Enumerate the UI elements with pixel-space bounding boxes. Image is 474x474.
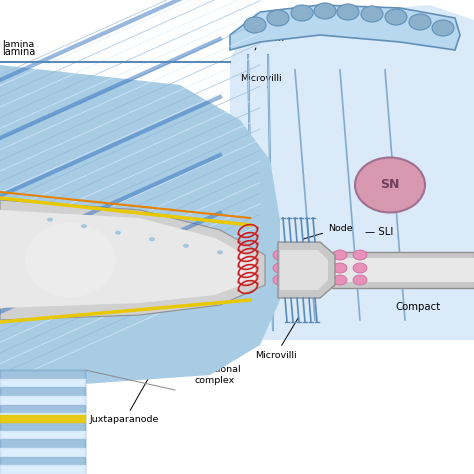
Text: Adaxonal
membrane: Adaxonal membrane (120, 190, 207, 219)
Text: Cajal band: Cajal band (12, 102, 63, 119)
Text: Juxtaparanode: Juxtaparanode (90, 308, 189, 425)
Polygon shape (230, 5, 460, 50)
Ellipse shape (267, 10, 289, 26)
Ellipse shape (333, 275, 347, 285)
Text: Microvilli: Microvilli (255, 318, 299, 359)
Ellipse shape (353, 250, 367, 260)
Ellipse shape (313, 263, 327, 273)
Ellipse shape (313, 275, 327, 285)
Text: Microvilli: Microvilli (240, 73, 282, 88)
Ellipse shape (293, 263, 307, 273)
Ellipse shape (217, 250, 223, 255)
Ellipse shape (183, 244, 189, 248)
Text: lamina: lamina (2, 47, 35, 57)
Polygon shape (278, 242, 335, 298)
Text: Cytoplasmic
collars: Cytoplasmic collars (40, 146, 108, 170)
Ellipse shape (149, 237, 155, 241)
Text: Paranodal
junction: Paranodal junction (165, 235, 237, 257)
Ellipse shape (25, 222, 115, 298)
Text: SN: SN (380, 179, 400, 191)
Ellipse shape (355, 157, 425, 212)
Text: — SLI: — SLI (365, 227, 393, 237)
Text: Apposition: Apposition (235, 34, 285, 50)
Polygon shape (0, 65, 280, 390)
Ellipse shape (47, 218, 53, 222)
Text: Node: Node (303, 224, 353, 239)
Polygon shape (332, 252, 474, 288)
Ellipse shape (115, 231, 121, 235)
Ellipse shape (293, 250, 307, 260)
Ellipse shape (81, 224, 87, 228)
Ellipse shape (353, 275, 367, 285)
Ellipse shape (273, 250, 287, 260)
Text: Abaxonal membrane: Abaxonal membrane (310, 11, 409, 20)
Text: Apposition: Apposition (28, 116, 78, 135)
Ellipse shape (313, 250, 327, 260)
Polygon shape (0, 200, 265, 320)
Text: lamina: lamina (2, 40, 34, 49)
Ellipse shape (337, 4, 359, 20)
Polygon shape (230, 5, 474, 340)
Ellipse shape (361, 6, 383, 22)
Ellipse shape (353, 263, 367, 273)
Ellipse shape (333, 263, 347, 273)
Polygon shape (280, 250, 328, 290)
Ellipse shape (333, 250, 347, 260)
Ellipse shape (385, 9, 407, 25)
Ellipse shape (432, 20, 454, 36)
Ellipse shape (314, 3, 336, 19)
Polygon shape (0, 210, 255, 308)
Text: Junctional
complex: Junctional complex (195, 312, 254, 385)
Text: Abaxonal membrane: Abaxonal membrane (2, 72, 101, 86)
Ellipse shape (293, 275, 307, 285)
Ellipse shape (409, 14, 431, 30)
Ellipse shape (291, 5, 313, 21)
Polygon shape (0, 370, 85, 474)
Text: Compact: Compact (395, 302, 440, 312)
Text: Paranodal
collar: Paranodal collar (255, 271, 342, 300)
Ellipse shape (273, 263, 287, 273)
Ellipse shape (273, 275, 287, 285)
Text: Periaxonal
space: Periaxonal space (2, 340, 51, 367)
Polygon shape (335, 258, 474, 282)
Ellipse shape (244, 17, 266, 33)
